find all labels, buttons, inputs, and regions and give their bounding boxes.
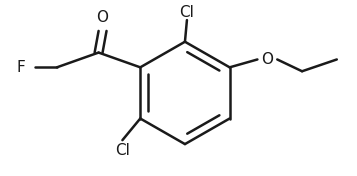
Text: Cl: Cl bbox=[180, 5, 194, 20]
Text: Cl: Cl bbox=[115, 143, 130, 158]
Text: F: F bbox=[17, 60, 26, 75]
Text: O: O bbox=[261, 52, 273, 67]
Text: O: O bbox=[96, 10, 109, 25]
